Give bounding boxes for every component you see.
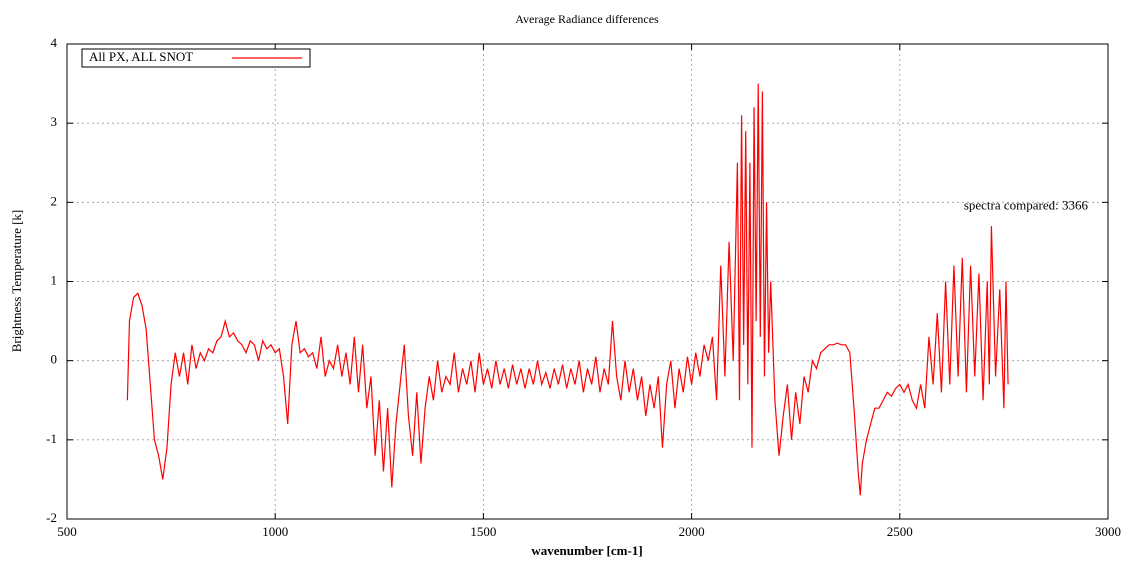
- y-tick-label: 4: [51, 35, 58, 50]
- annotation: spectra compared: 3366: [964, 197, 1089, 212]
- y-tick-label: 3: [51, 114, 58, 129]
- x-tick-label: 500: [57, 524, 77, 539]
- plot-frame: [66, 43, 1109, 520]
- legend-box: [81, 48, 311, 68]
- y-tick-label: 1: [51, 272, 58, 287]
- data-line: [126, 83, 1009, 496]
- y-axis-label: Brightness Temperature [k]: [9, 210, 24, 353]
- x-tick-label: 3000: [1095, 524, 1121, 539]
- y-tick-label: 2: [51, 193, 58, 208]
- x-axis-label: wavenumber [cm-1]: [531, 543, 642, 558]
- legend-label: All PX, ALL SNOT: [89, 49, 193, 64]
- y-tick-label: -2: [46, 510, 57, 525]
- y-tick-label: 0: [51, 352, 58, 367]
- x-tick-label: 2500: [887, 524, 913, 539]
- x-tick-label: 1000: [262, 524, 288, 539]
- x-tick-label: 2000: [679, 524, 705, 539]
- y-tick-label: -1: [46, 431, 57, 446]
- x-tick-label: 1500: [470, 524, 496, 539]
- chart-title: Average Radiance differences: [515, 12, 659, 26]
